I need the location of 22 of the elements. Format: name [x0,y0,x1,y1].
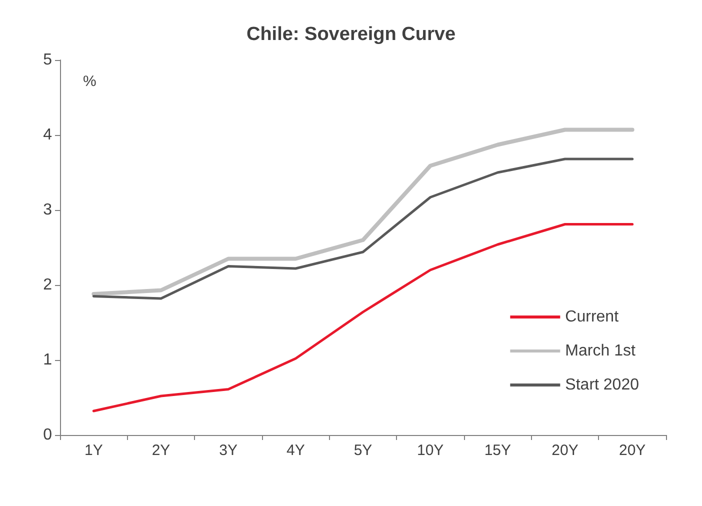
chart-title: Chile: Sovereign Curve [246,24,456,45]
x-tick-label: 15Y [484,442,512,459]
legend-label: March 1st [565,342,636,360]
y-axis-title: % [83,73,96,90]
line-series [92,128,634,296]
y-tick-label: 1 [43,352,52,368]
legend-label: Start 2020 [565,376,640,394]
y-tick-label: 4 [43,126,52,144]
x-tick-label: 10Y [416,442,444,459]
y-tick-label: 2 [43,276,52,294]
x-tick-label: 20Y [552,442,578,459]
y-tick-label: 3 [43,202,52,218]
y-tick-label: 0 [43,426,52,444]
x-tick-label: 4Y [286,442,305,459]
line-series [92,158,634,300]
x-tick-label: 2Y [152,442,170,459]
x-tick-label: 3Y [219,442,238,459]
legend-label: Current [565,308,620,326]
x-tick-label: 1Y [84,442,103,459]
y-tick-label: 5 [43,52,52,68]
x-tick-label: 20Y [618,442,646,459]
x-tick-label: 5Y [354,442,372,459]
